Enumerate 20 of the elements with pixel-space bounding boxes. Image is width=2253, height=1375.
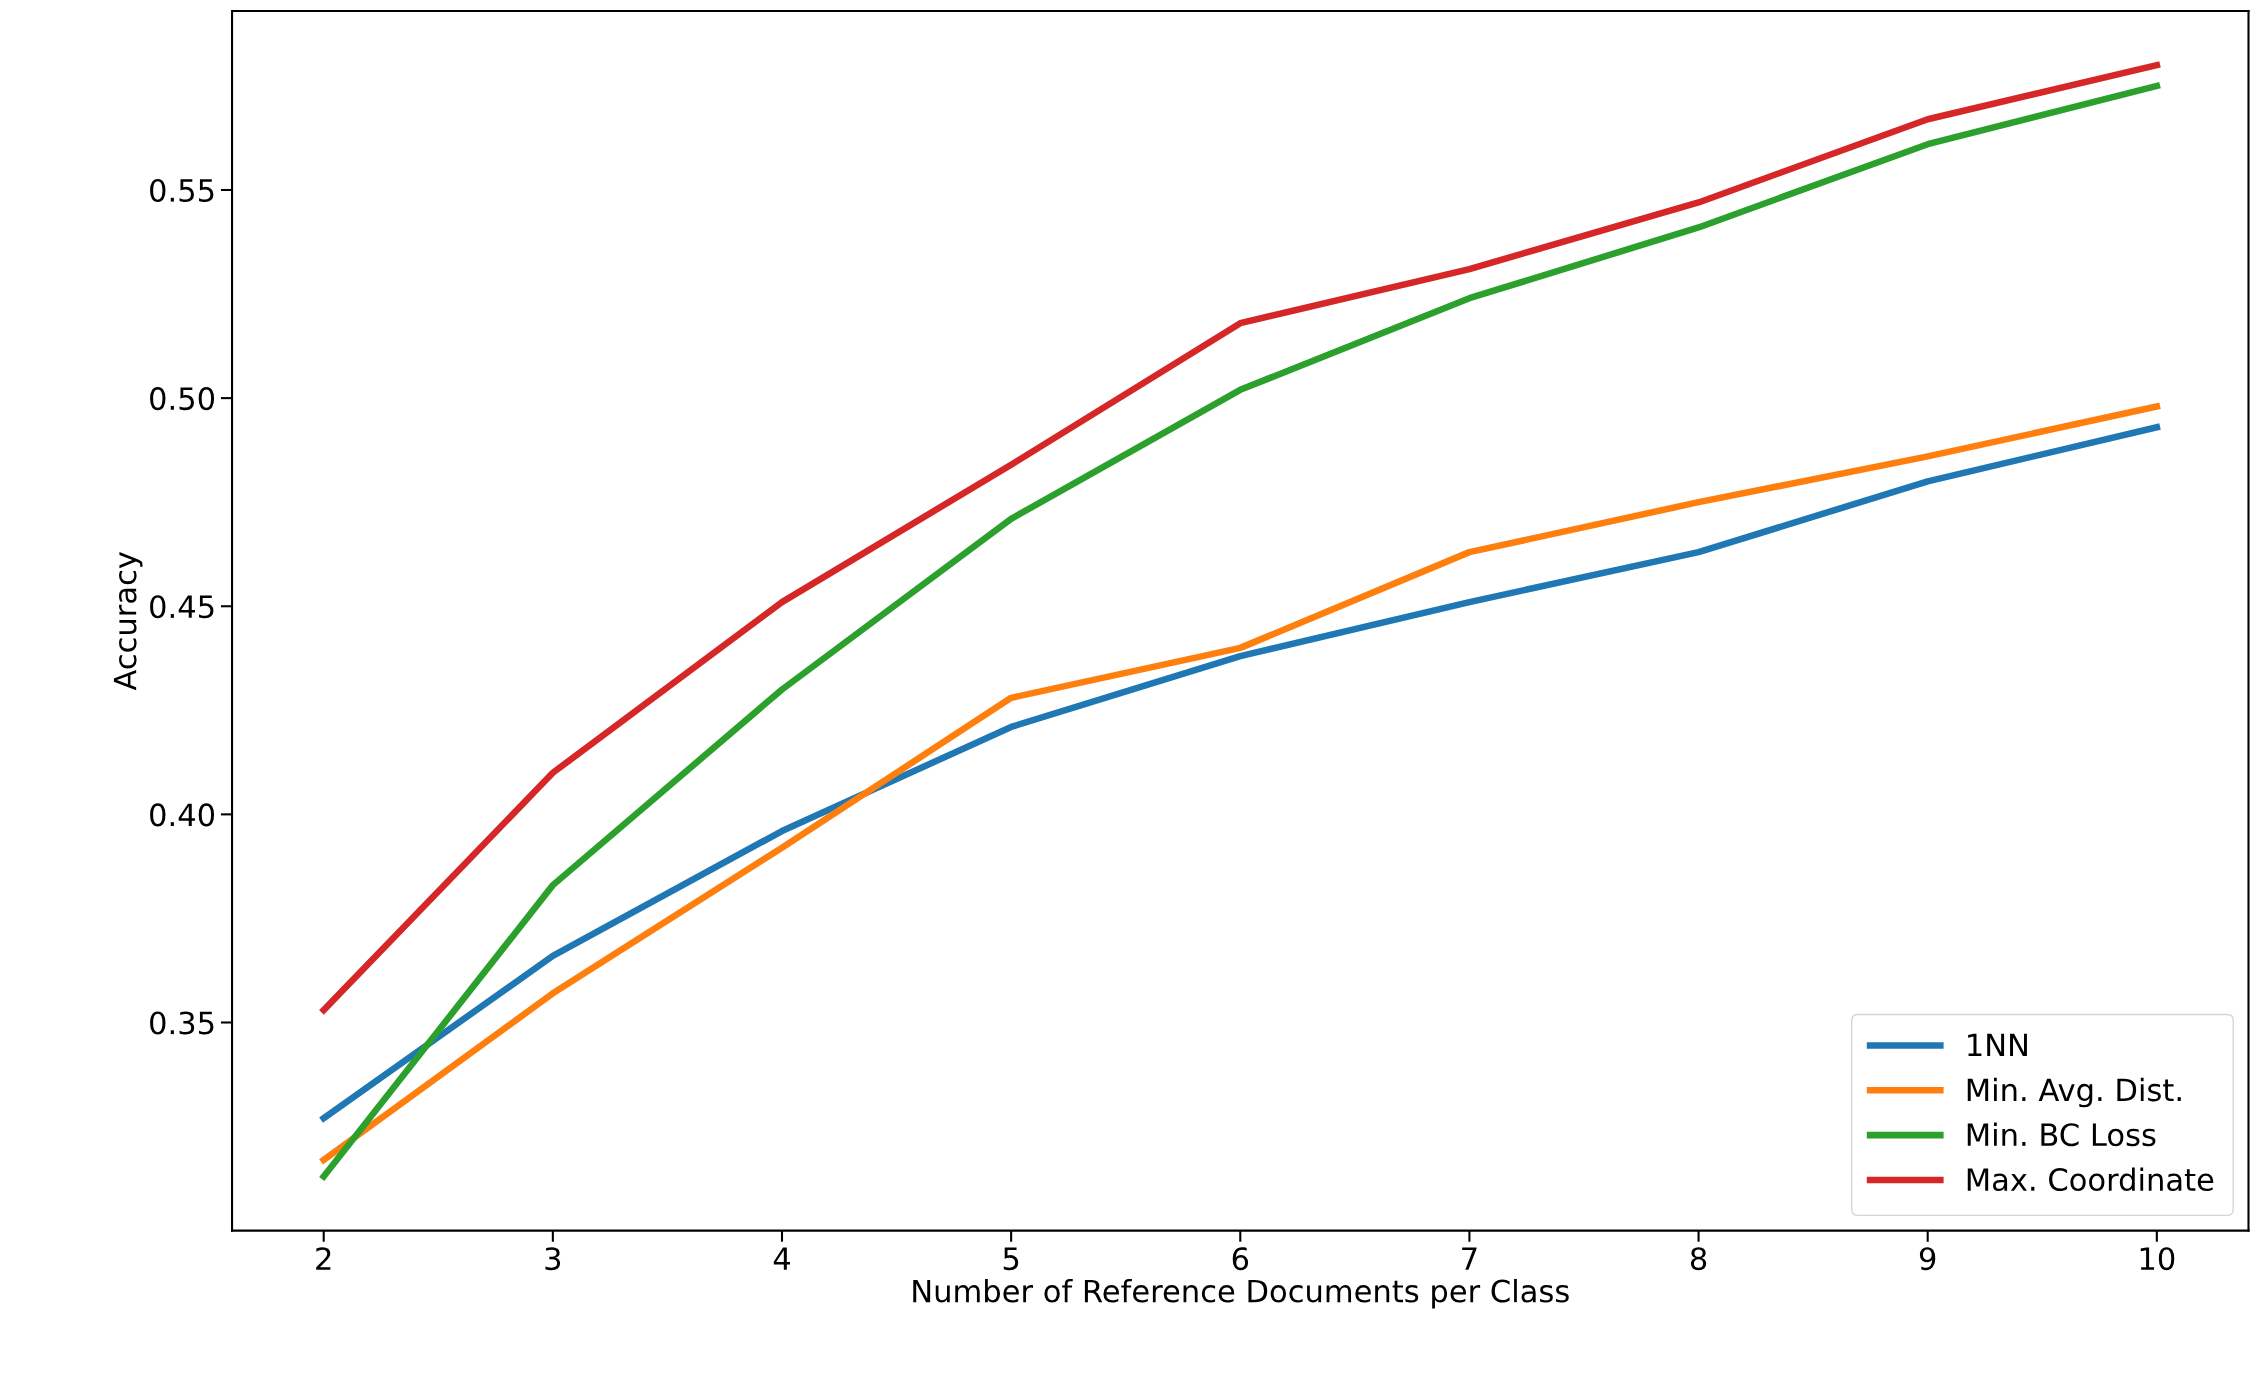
y-tick-label: 0.45 — [150, 595, 214, 619]
y-axis-title: Accuracy — [113, 551, 143, 691]
x-axis-title: Number of Reference Documents per Class — [913, 1278, 1569, 1309]
y-tick-label: 0.40 — [150, 803, 215, 827]
y-tick-label: 0.50 — [150, 387, 215, 411]
x-tick-label: 2 — [316, 1247, 331, 1270]
legend-label: 1NN — [1968, 1033, 2027, 1057]
legend-label: Min. Avg. Dist. — [1967, 1077, 2181, 1108]
y-tick-label: 0.35 — [150, 1011, 214, 1035]
legend-label: Min. BC Loss — [1967, 1122, 2156, 1147]
x-tick-label: 9 — [1919, 1247, 1936, 1271]
y-tick-label: 0.55 — [150, 178, 214, 203]
x-tick-label: 7 — [1462, 1247, 1477, 1270]
x-tick-label: 5 — [1003, 1247, 1019, 1271]
legend-label: Max. Coordinate — [1967, 1167, 2214, 1192]
x-tick-label: 4 — [773, 1247, 790, 1270]
x-tick-label: 6 — [1232, 1247, 1249, 1271]
x-tick-label: 10 — [2140, 1247, 2175, 1271]
x-tick-label: 8 — [1690, 1247, 1707, 1271]
x-tick-label: 3 — [545, 1247, 561, 1271]
